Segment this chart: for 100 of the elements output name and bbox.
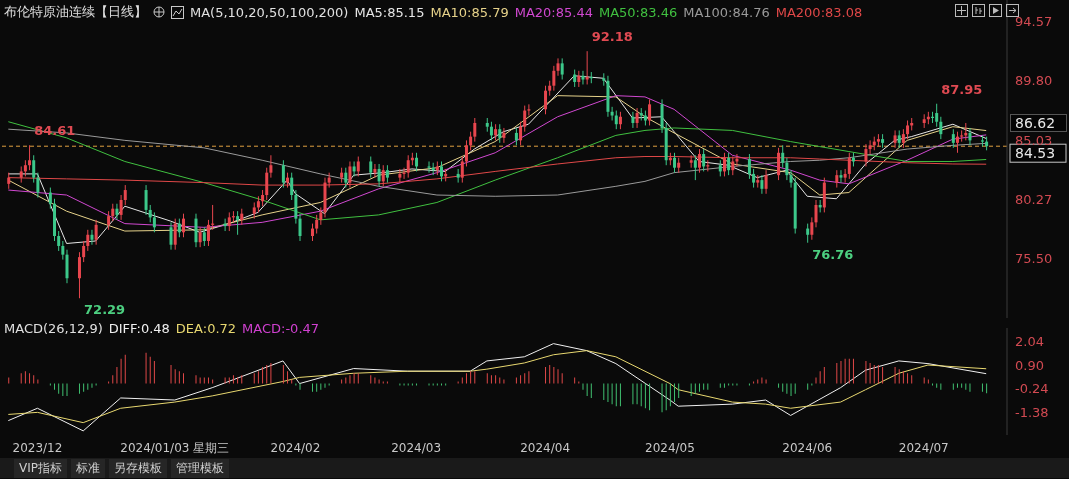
candlestick [57,230,61,252]
candlestick [585,50,589,85]
candlestick [427,160,431,174]
candlestick [373,163,377,179]
text: 标准 [70,458,105,478]
candlestick [893,129,897,149]
candlestick [523,105,527,133]
candlestick [556,57,560,77]
candlestick [810,216,814,241]
candlestick [814,199,818,228]
candlestick [906,119,910,140]
candlestick [36,172,40,199]
y-tick-label: -1.38 [1015,404,1049,420]
legend-title: MA(5,10,20,50,100,200) [190,4,349,20]
candlestick [294,189,298,225]
ref-line-label: 84.53 [1015,145,1056,162]
candlestick [648,98,652,126]
candlestick [182,213,186,238]
candlestick [144,184,148,216]
candlestick [955,131,959,154]
line-series [7,128,987,197]
candlestick [123,184,127,206]
candlestick [107,210,111,231]
candlestick [152,211,156,233]
candlestick [552,65,556,92]
candlestick [610,106,614,121]
candlestick [77,251,81,299]
text: VIP指标 [14,458,67,478]
candlestick [727,152,731,176]
candlestick [28,144,32,171]
candlestick [785,157,789,181]
candlestick [356,156,360,177]
text: MA20:85.44 [514,4,593,20]
candlestick [581,70,585,85]
candlestick [760,174,764,195]
candlestick [901,128,905,149]
candlestick [94,219,98,246]
candlestick [198,226,202,248]
candlestick [693,154,697,181]
text: MACD:-0.47 [242,321,320,336]
candlestick [377,163,381,187]
text: MA100:84.76 [683,4,770,20]
candlestick [269,154,273,179]
candlestick [194,213,198,248]
annotation: 87.95 [941,81,983,97]
candlestick [281,159,285,189]
candlestick [48,187,52,210]
candlestick [90,229,94,246]
text: 86.62 [1010,114,1067,132]
x-tick-label: 2024/07 [898,440,949,455]
candlestick [489,121,493,141]
candlestick [660,98,664,134]
candlestick [440,160,443,182]
candlestick [935,103,939,128]
x-tick-label: 2024/04 [520,440,571,455]
text: DIFF:0.48 [108,321,170,336]
x-tick-label: 2024/01/03 星期三 [120,440,230,455]
text: MA5:85.15 [354,4,425,20]
candlestick [502,127,506,144]
candlestick [115,203,119,221]
y-tick-label: -0.24 [1015,381,1049,397]
candlestick [806,223,810,244]
candlestick [614,110,618,130]
candlestick [635,107,639,129]
text: MA50:83.46 [598,4,678,20]
candlestick [415,152,419,172]
x-tick-label: 2024/06 [782,440,833,455]
y-tick-label: 0.90 [1015,357,1044,373]
candlestick [951,128,955,149]
candlestick [456,168,460,184]
y-tick-label: 94.57 [1015,14,1053,30]
candlestick [764,169,768,195]
candlestick [631,111,635,129]
annotation: 76.76 [812,246,854,262]
candlestick [315,214,319,235]
text: 管理模板 [170,458,229,478]
candlestick [65,249,69,284]
candlestick [560,57,564,80]
y-tick-label: 85.03 [1015,132,1053,148]
chart-title: MACD(26,12,9) [4,321,103,336]
candlestick [177,218,181,238]
candlestick [752,168,756,189]
candlestick [352,160,356,177]
annotation: 92.18 [591,29,633,45]
candlestick [32,154,36,184]
candlestick [464,139,468,167]
candlestick [839,169,843,184]
candlestick [789,169,793,189]
text: MA10:85.79 [430,4,509,20]
line-series [7,350,987,424]
y-tick-label: 2.04 [1015,334,1044,350]
candlestick [406,154,410,179]
candlestick [939,116,943,140]
candlestick [747,153,751,180]
candlestick [980,134,984,148]
candlestick [473,117,477,143]
y-tick-label: 89.80 [1015,73,1053,89]
candlestick [202,226,206,247]
candlestick [119,194,123,221]
candlestick [544,85,548,115]
